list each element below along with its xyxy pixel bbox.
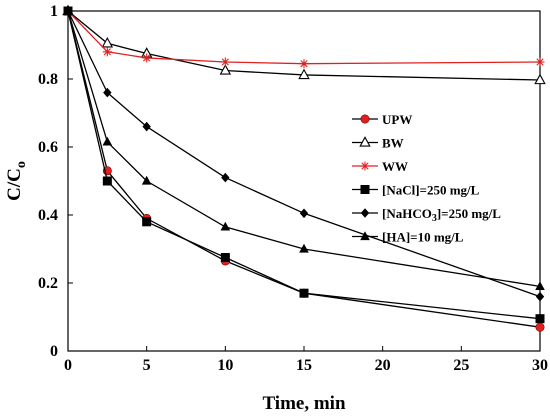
x-tick-label: 25	[453, 357, 469, 374]
x-tick-label: 30	[532, 357, 548, 374]
legend-label-tail: ]=250 mg/L	[437, 206, 501, 221]
y-tick-label: 1	[50, 3, 58, 20]
data-point	[141, 175, 152, 185]
legend-item: BW	[352, 136, 404, 151]
legend-item: UPW	[352, 112, 412, 127]
series-line	[67, 10, 541, 320]
legend-label: [NaCl]=250 mg/L	[382, 183, 480, 198]
data-point	[535, 291, 545, 302]
y-axis-title-sub: o	[14, 161, 29, 168]
x-tick-label: 0	[64, 357, 72, 374]
legend-item: [NaHCO3]=250 mg/L	[352, 206, 501, 224]
data-point	[535, 57, 545, 67]
legend-marker	[359, 136, 371, 147]
series-2	[63, 6, 545, 69]
data-point	[299, 243, 309, 253]
data-point	[103, 87, 112, 98]
data-point	[220, 253, 230, 262]
legend-label: WW	[382, 159, 408, 174]
data-point	[219, 64, 232, 75]
legend-marker	[360, 114, 370, 124]
data-point	[535, 281, 545, 290]
data-point	[142, 121, 151, 132]
legend-label-main: [NaCl]=250 mg/L	[382, 183, 480, 198]
legend-label: UPW	[382, 112, 412, 127]
data-point	[299, 208, 309, 219]
legend-marker	[360, 185, 370, 194]
data-point	[534, 73, 546, 85]
data-point	[298, 68, 310, 80]
data-point	[535, 314, 545, 324]
y-tick-label: 0.2	[38, 275, 58, 292]
legend-label-sub: 3	[432, 213, 437, 224]
y-tick-label: 0	[50, 343, 58, 360]
series-line	[67, 10, 541, 328]
y-tick-label: 0.6	[38, 139, 58, 156]
legend-marker	[360, 208, 370, 218]
series-line	[67, 10, 541, 81]
data-point	[102, 176, 112, 186]
legend-item: WW	[352, 159, 408, 174]
legend-label: [NaHCO3]=250 mg/L	[382, 206, 501, 224]
series-layer	[62, 4, 546, 332]
data-point	[299, 59, 309, 69]
series-line	[67, 10, 541, 288]
legend-item: [HA]=10 mg/L	[352, 230, 464, 245]
legend-marker	[360, 161, 370, 171]
legend-marker	[360, 231, 370, 241]
legend-label-main: [HA]=10 mg/L	[382, 230, 464, 245]
data-point	[101, 36, 114, 48]
x-axis-title: Time, min	[262, 393, 345, 414]
data-point	[102, 136, 113, 146]
series-line	[67, 10, 541, 65]
x-tick-label: 5	[143, 357, 151, 374]
legend-label: BW	[382, 136, 404, 151]
data-point	[63, 5, 73, 15]
series-1	[62, 4, 546, 85]
legend-label-main: BW	[382, 136, 404, 151]
data-point	[220, 221, 231, 231]
y-axis-title-main: C/C	[4, 168, 25, 201]
y-axis-title: C/Co	[4, 161, 29, 201]
legend-item: [NaCl]=250 mg/L	[352, 183, 480, 198]
x-tick-label: 10	[217, 357, 233, 374]
y-tick-label: 0.4	[38, 207, 58, 224]
data-point	[142, 53, 152, 63]
series-line	[67, 10, 541, 298]
data-point	[299, 288, 309, 298]
legend-label-main: UPW	[382, 112, 412, 127]
x-tick-label: 20	[375, 357, 391, 374]
y-tick-label: 0.8	[38, 71, 58, 88]
series-5	[63, 5, 545, 290]
legend-label-main: [NaHCO	[382, 206, 432, 221]
data-point	[535, 322, 545, 332]
legend-label: [HA]=10 mg/L	[382, 230, 464, 245]
legend-label-main: WW	[382, 159, 408, 174]
x-tick-label: 15	[296, 357, 312, 374]
series-0	[63, 6, 545, 332]
data-point	[220, 57, 230, 67]
data-point	[221, 172, 230, 183]
data-point	[102, 47, 112, 57]
axes: 0 5 10 15 20 25 30 0 0.2 0.4 0.6 0.8 1	[38, 3, 548, 374]
data-point	[142, 217, 152, 227]
